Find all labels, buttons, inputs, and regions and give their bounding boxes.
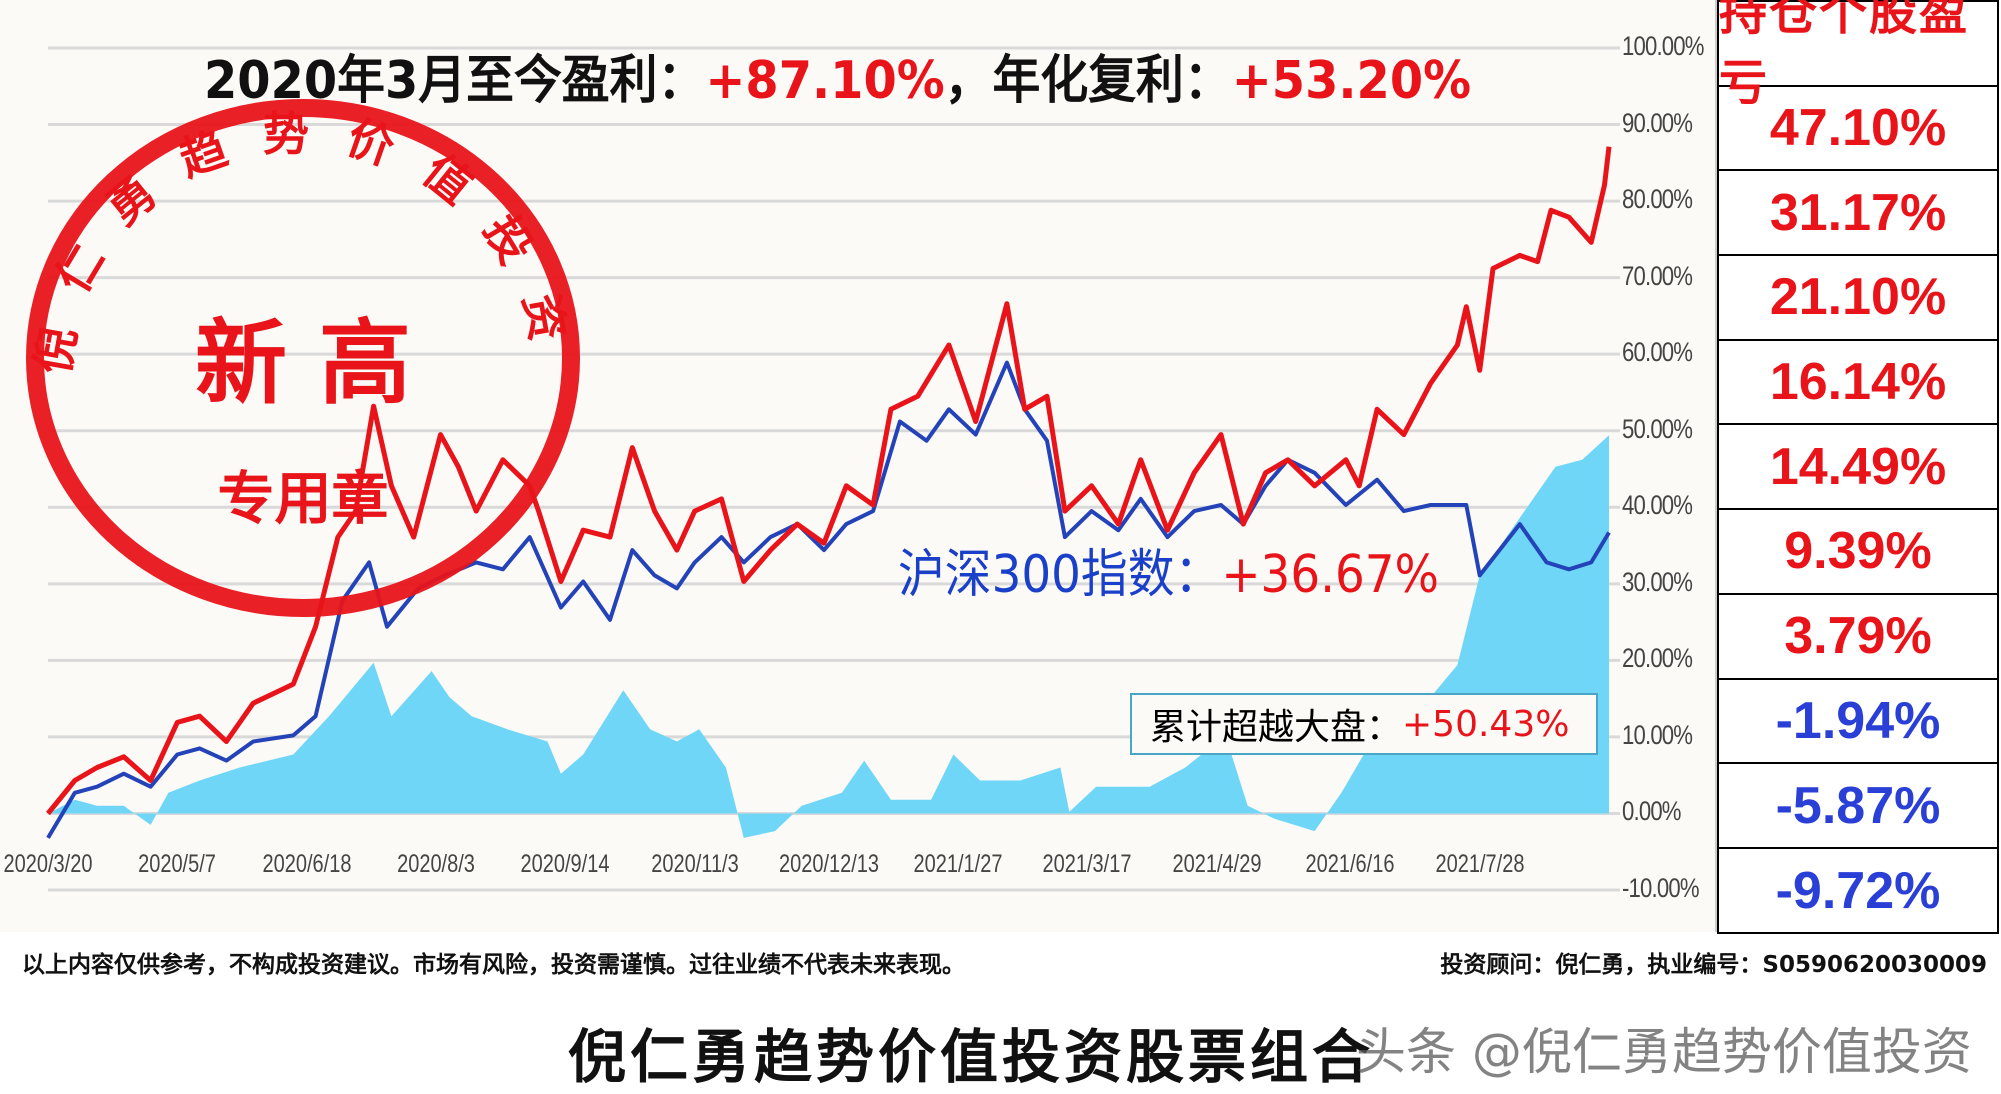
x-tick-label: 2020/11/3 — [650, 850, 739, 878]
excess-label-prefix: 累计超越大盘： — [1150, 707, 1403, 748]
y-tick-label: 0.00% — [1622, 796, 1681, 827]
y-tick-label: 10.00% — [1622, 719, 1693, 750]
bottom-title: 倪仁勇趋势价值投资股票组合 — [568, 1023, 1375, 1091]
holding-row: 9.39% — [1719, 510, 1997, 595]
chart-area: 倪仁勇趋势价值投资 新 高 专用章 100.00% 90.00% 80.00% 70.… — [3, 0, 1717, 932]
y-tick-label: 50.00% — [1622, 413, 1693, 444]
holdings-table: 持仓个股盈亏 47.10% 31.17% 21.10% 16.14% 14.49% 9.3… — [1717, 0, 1999, 934]
y-tick-label: 60.00% — [1622, 337, 1693, 368]
excess-return-area — [48, 435, 1609, 838]
x-tick-label: 2020/5/7 — [138, 850, 217, 878]
holding-row: -5.87% — [1719, 764, 1997, 849]
x-tick-label: 2021/6/16 — [1305, 850, 1395, 878]
advisor-info: 投资顾问：倪仁勇，执业编号：S0590620030009 — [1440, 952, 1987, 978]
holdings-table-header: 持仓个股盈亏 — [1719, 0, 1997, 111]
headline-mid: ，年化复利： — [944, 51, 1232, 111]
y-tick-label: 100.00% — [1622, 31, 1704, 61]
y-tick-label: -10.00% — [1622, 873, 1700, 903]
y-tick-label: 40.00% — [1622, 490, 1693, 521]
holding-row: 21.10% — [1719, 256, 1997, 341]
index-label: 沪深300指数：+36.67% — [898, 532, 1439, 607]
csi300-line — [46, 360, 1611, 839]
y-tick-label: 70.00% — [1622, 260, 1693, 291]
holding-row: 16.14% — [1719, 341, 1997, 426]
x-tick-label: 2021/7/28 — [1435, 850, 1525, 878]
excess-label-box: 累计超越大盘： +50.43% — [1130, 693, 1598, 755]
excess-label-value: +50.43% — [1402, 703, 1570, 745]
portfolio-line — [46, 146, 1612, 816]
headline-annualized: +53.20% — [1231, 51, 1472, 111]
headline-profit: +87.10% — [705, 51, 945, 111]
seal-stamp: 倪仁勇趋势价值投资 新 高 专用章 — [25, 99, 580, 617]
x-tick-label: 2020/12/13 — [778, 850, 879, 878]
x-tick-label: 2020/3/20 — [3, 850, 93, 878]
y-tick-label: 90.00% — [1622, 107, 1693, 138]
holding-row: 3.79% — [1719, 595, 1997, 680]
y-tick-label: 20.00% — [1622, 643, 1693, 674]
x-tick-label: 2021/1/27 — [913, 850, 1003, 878]
x-tick-label: 2020/9/14 — [520, 850, 610, 878]
holding-row: 47.10% — [1719, 87, 1997, 172]
headline-prefix: 2020年3月至今盈利： — [204, 51, 706, 111]
x-tick-label: 2021/4/29 — [1172, 850, 1262, 878]
holding-row: 14.49% — [1719, 425, 1997, 511]
index-label-value: +36.67% — [1221, 545, 1440, 605]
stamp-main-text: 新 高 — [195, 309, 411, 417]
holding-row: -9.72% — [1775, 862, 1941, 921]
x-tick-label: 2020/8/3 — [397, 850, 475, 878]
disclaimer: 以上内容仅供参考，不构成投资建议。市场有风险，投资需谨慎。过往业绩不代表未来表现… — [22, 952, 965, 978]
stamp-sub-text: 专用章 — [218, 466, 389, 532]
watermark: 头条 @倪仁勇趋势价值投资 — [1356, 1023, 1972, 1081]
y-tick-label: 80.00% — [1622, 184, 1693, 215]
y-tick-label: 30.00% — [1622, 566, 1693, 597]
x-tick-label: 2021/3/17 — [1042, 850, 1132, 878]
x-tick-label: 2020/6/18 — [262, 850, 352, 878]
index-label-prefix: 沪深300指数： — [898, 545, 1222, 605]
holding-row: -1.94% — [1719, 680, 1997, 765]
headline: 2020年3月至今盈利：+87.10%，年化复利：+53.20% — [204, 38, 1471, 113]
holding-row: 31.17% — [1719, 171, 1997, 257]
performance-chart: 倪仁勇趋势价值投资 新 高 专用章 — [25, 46, 1620, 892]
